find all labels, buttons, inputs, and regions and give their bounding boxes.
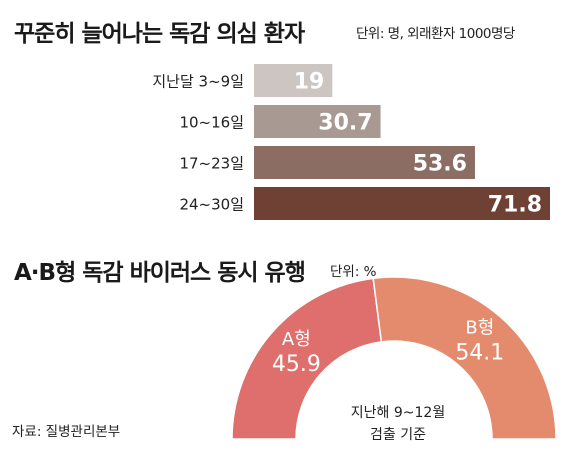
- bar-2: [254, 105, 381, 138]
- bar-value-label: 19: [294, 70, 325, 95]
- donut-slice-name: A형: [282, 329, 311, 350]
- bar-category-label: 10~16일: [179, 114, 244, 132]
- donut-note-basis: 검출 기준: [370, 427, 426, 443]
- bar-value-label: 71.8: [488, 193, 542, 218]
- bar-chart: 지난달 3~9일 19 10~16일 30.7 17~23일 53.6 24~30일 71.8: [152, 64, 550, 220]
- bar-value-label: 53.6: [413, 152, 467, 177]
- donut-slice-name: B형: [465, 317, 494, 338]
- bar-value-label: 30.7: [318, 111, 372, 136]
- donut-slice-value: 45.9: [272, 352, 321, 377]
- bar-category-label: 지난달 3~9일: [152, 73, 244, 91]
- source-credit: 자료: 질병관리본부: [12, 424, 121, 440]
- bar-3: [254, 146, 475, 179]
- chart1-title: 꾸준히 늘어나는 독감 의심 환자: [14, 21, 305, 47]
- chart2-unit: 단위: %: [330, 264, 377, 280]
- bar-category-label: 24~30일: [179, 196, 244, 214]
- bar-1: [254, 64, 333, 97]
- bar-category-label: 17~23일: [179, 155, 244, 173]
- donut-slice-value: 54.1: [455, 340, 504, 365]
- bar-4: [254, 187, 550, 220]
- chart2-title: A·B형 독감 바이러스 동시 유행: [14, 260, 306, 286]
- donut-note-period: 지난해 9~12월: [350, 405, 446, 421]
- chart1-unit: 단위: 명, 외래환자 1000명당: [356, 26, 515, 42]
